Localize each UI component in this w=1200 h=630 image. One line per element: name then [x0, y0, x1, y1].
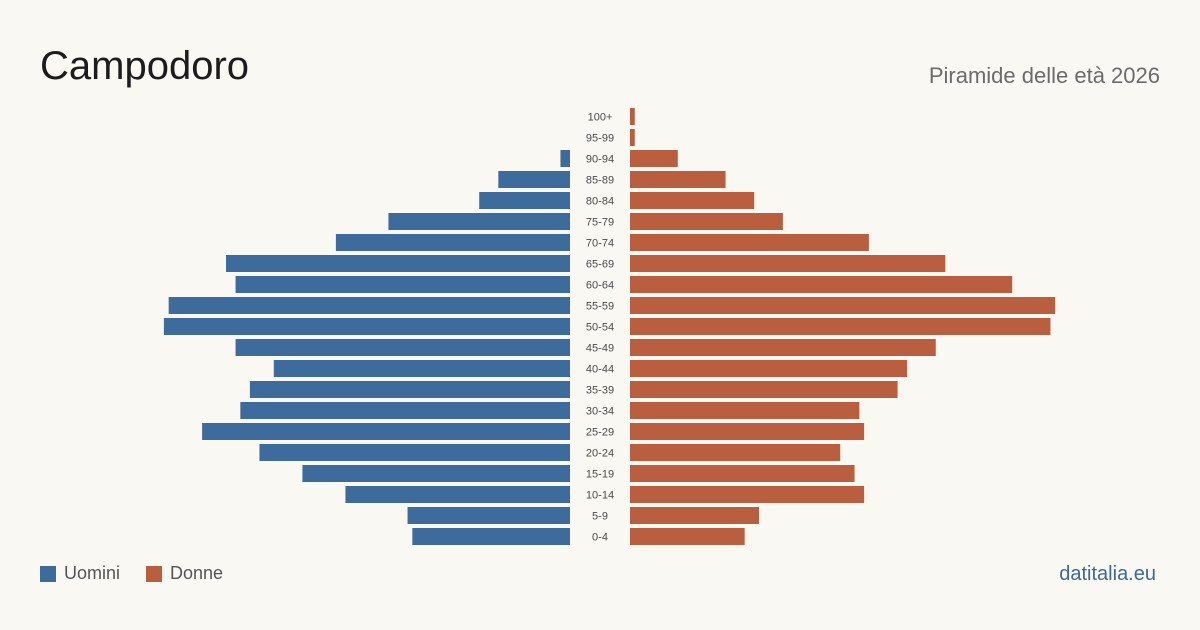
age-label-55-59: 55-59 [586, 301, 614, 313]
age-label-65-69: 65-69 [586, 259, 614, 271]
bar-women-75-79 [630, 213, 783, 230]
bar-men-40-44 [273, 360, 570, 377]
age-label-90-94: 90-94 [586, 154, 614, 166]
age-label-30-34: 30-34 [586, 406, 614, 418]
bar-women-60-64 [630, 276, 1013, 293]
age-label-60-64: 60-64 [586, 280, 614, 292]
legend-label-men: Uomini [64, 563, 121, 583]
bar-men-65-69 [226, 255, 570, 272]
bar-women-55-59 [630, 297, 1056, 314]
bar-men-70-74 [335, 234, 570, 251]
bar-women-40-44 [630, 360, 908, 377]
bar-women-25-29 [630, 423, 865, 440]
bar-women-30-34 [630, 402, 860, 419]
age-label-0-4: 0-4 [592, 532, 608, 544]
legend-item-men: Uomini [40, 563, 120, 584]
bar-men-25-29 [202, 423, 570, 440]
bar-men-35-39 [249, 381, 570, 398]
bar-women-85-89 [630, 171, 726, 188]
bar-women-100+ [630, 108, 635, 125]
age-label-15-19: 15-19 [586, 469, 614, 481]
age-label-45-49: 45-49 [586, 343, 614, 355]
bar-women-80-84 [630, 192, 755, 209]
bar-men-80-84 [479, 192, 570, 209]
bar-men-55-59 [168, 297, 570, 314]
bar-men-90-94 [560, 150, 570, 167]
bar-men-75-79 [388, 213, 570, 230]
bar-women-65-69 [630, 255, 946, 272]
bar-women-50-54 [630, 318, 1051, 335]
bar-men-5-9 [407, 507, 570, 524]
legend-item-women: Donne [146, 563, 223, 584]
age-label-100+: 100+ [588, 112, 613, 124]
bar-women-90-94 [630, 150, 678, 167]
age-label-20-24: 20-24 [586, 448, 614, 460]
bar-women-20-24 [630, 444, 841, 461]
bar-women-0-4 [630, 528, 745, 545]
bar-women-15-19 [630, 465, 855, 482]
age-label-85-89: 85-89 [586, 175, 614, 187]
bar-women-10-14 [630, 486, 865, 503]
age-label-5-9: 5-9 [592, 511, 608, 523]
bar-men-10-14 [345, 486, 570, 503]
legend-swatch-women [146, 565, 163, 582]
bar-men-20-24 [259, 444, 570, 461]
legend-swatch-men [40, 565, 56, 582]
legend-label-women: Donne [170, 563, 224, 583]
age-label-75-79: 75-79 [586, 217, 614, 229]
bar-women-95-99 [630, 129, 635, 146]
bar-men-30-34 [240, 402, 571, 419]
bar-women-5-9 [630, 507, 759, 524]
chart-title: Campodoro [40, 44, 250, 88]
bar-men-15-19 [302, 465, 570, 482]
age-label-35-39: 35-39 [586, 385, 614, 397]
bar-men-45-49 [235, 339, 571, 356]
bar-men-85-89 [498, 171, 570, 188]
age-label-80-84: 80-84 [586, 196, 614, 208]
chart-subtitle: Piramide delle età 2026 [928, 63, 1160, 88]
bar-women-70-74 [630, 234, 869, 251]
legend: Uomini Donne [40, 563, 249, 584]
brand-link[interactable]: datitalia.eu [1059, 563, 1156, 585]
bar-women-45-49 [630, 339, 936, 356]
age-label-25-29: 25-29 [586, 427, 614, 439]
age-label-10-14: 10-14 [586, 490, 614, 502]
age-label-70-74: 70-74 [586, 238, 614, 250]
bar-women-35-39 [630, 381, 898, 398]
bar-men-0-4 [412, 528, 570, 545]
age-label-40-44: 40-44 [586, 364, 614, 376]
age-label-50-54: 50-54 [586, 322, 614, 334]
age-label-95-99: 95-99 [586, 133, 614, 145]
bar-men-60-64 [235, 276, 571, 293]
bar-men-50-54 [163, 318, 570, 335]
